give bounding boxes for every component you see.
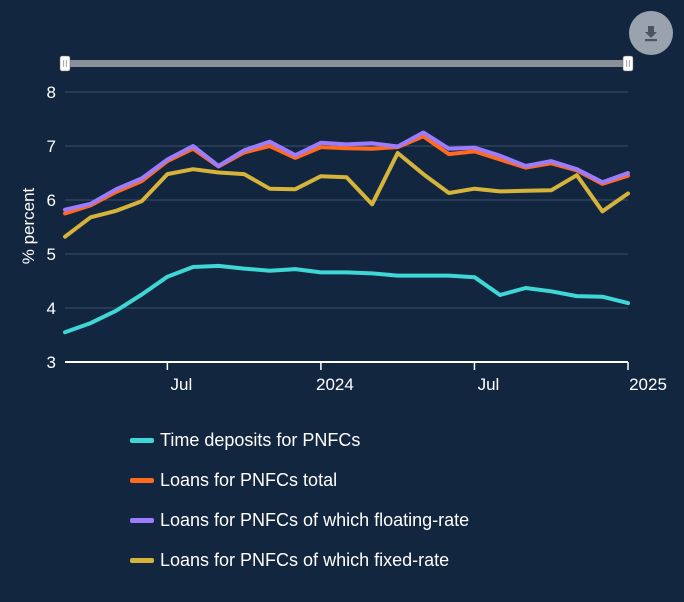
- y-axis-title: % percent: [19, 187, 38, 264]
- x-tick-label: Jul: [478, 375, 500, 394]
- legend-label: Loans for PNFCs total: [160, 469, 338, 490]
- legend-item-loans-total[interactable]: Loans for PNFCs total: [130, 460, 469, 500]
- axes: 3 4 5 6 7 8 Jul 2024 Jul 2025: [47, 83, 667, 394]
- legend-swatch: [130, 517, 154, 523]
- x-tick-label: 2025: [629, 375, 667, 394]
- legend-swatch: [130, 437, 154, 443]
- y-tick-label: 5: [47, 245, 56, 264]
- download-icon: [645, 26, 657, 42]
- grid-lines: [65, 91, 628, 309]
- legend-label: Loans for PNFCs of which floating-rate: [160, 509, 470, 530]
- y-tick-label: 4: [47, 299, 56, 318]
- slider-handle-left[interactable]: [59, 55, 71, 72]
- range-slider[interactable]: [59, 55, 634, 72]
- legend-label: Time deposits for PNFCs: [160, 429, 361, 450]
- legend-label: Loans for PNFCs of which fixed-rate: [160, 549, 450, 570]
- y-tick-label: 6: [47, 191, 56, 210]
- x-tick-label: Jul: [170, 375, 192, 394]
- legend-item-loans-floating[interactable]: Loans for PNFCs of which floating-rate: [130, 500, 469, 540]
- series-line-3[interactable]: [63, 151, 630, 239]
- legend-swatch: [130, 557, 154, 563]
- y-tick-label: 8: [47, 83, 56, 102]
- x-tick-label: 2024: [316, 375, 354, 394]
- series-line-2[interactable]: [63, 130, 630, 212]
- series-lines: [63, 130, 630, 335]
- legend: Time deposits for PNFCs Loans for PNFCs …: [130, 420, 469, 580]
- series-line-0[interactable]: [63, 263, 630, 335]
- slider-handle-right[interactable]: [622, 55, 634, 72]
- download-button[interactable]: [629, 11, 673, 55]
- slider-track[interactable]: [65, 60, 628, 67]
- legend-item-loans-fixed[interactable]: Loans for PNFCs of which fixed-rate: [130, 540, 469, 580]
- legend-item-time-deposits[interactable]: Time deposits for PNFCs: [130, 420, 469, 460]
- legend-swatch: [130, 477, 154, 483]
- y-tick-label: 7: [47, 137, 56, 156]
- y-tick-label: 3: [47, 353, 56, 372]
